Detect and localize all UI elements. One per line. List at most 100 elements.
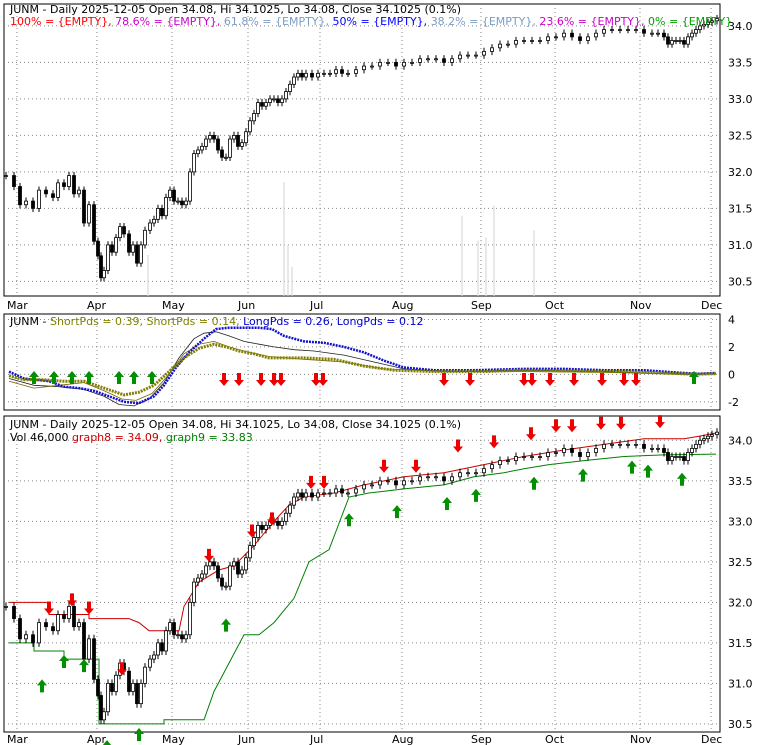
bands-candle-body — [248, 545, 252, 559]
price-x-tick-label: Nov — [630, 299, 652, 312]
bands-candle-body — [127, 670, 131, 692]
bands-candle-body — [562, 448, 566, 453]
oscillator-panel — [3, 313, 721, 411]
price-x-tick-label: Apr — [87, 299, 107, 312]
osc-y-tick-label: 2 — [728, 341, 735, 354]
bands-x-tick-label: Apr — [87, 733, 107, 745]
bands-candle-body — [196, 577, 200, 583]
price-candle-body — [418, 58, 422, 63]
bands-candle-body — [92, 638, 96, 680]
bands-candle-body — [522, 456, 526, 458]
price-candle-body — [160, 207, 164, 217]
osc-y-tick-label: 0 — [728, 368, 735, 381]
bands-candle-body — [656, 448, 660, 450]
bands-candle-body — [354, 488, 358, 494]
bands-candle-body — [152, 654, 156, 660]
bands-y-tick-label: 32.5 — [728, 556, 753, 569]
bands-candle-body — [694, 443, 698, 449]
bands-candle-body — [666, 452, 670, 461]
price-candle-body — [546, 36, 550, 41]
bands-candle-body — [216, 565, 220, 579]
price-y-tick-label: 32.5 — [728, 129, 753, 142]
bands-candle-body — [322, 492, 326, 495]
bands-candle-body — [131, 682, 135, 692]
price-x-tick-label: Jun — [237, 299, 255, 312]
osc-up-arrow — [84, 371, 94, 384]
bands-x-tick-label: Mar — [7, 733, 28, 745]
bands-candle-body — [362, 484, 366, 490]
bands-candle-body — [626, 443, 630, 446]
bands-candle-body — [176, 634, 180, 637]
bands-candle-body — [160, 642, 164, 652]
bands-candle-body — [82, 622, 86, 660]
bands-candle-body — [264, 524, 268, 530]
osc-y-tick-label: 4 — [728, 313, 735, 326]
price-x-tick-label: Mar — [7, 299, 28, 312]
bands-up-arrow — [471, 488, 481, 502]
bands-candle-body — [184, 634, 188, 640]
bands-candle-body — [690, 448, 694, 453]
bands-candle-body — [402, 480, 406, 486]
bands-down-arrow — [319, 475, 329, 489]
price-x-tick-label: Sep — [471, 299, 492, 312]
bands-candle-body — [288, 504, 292, 514]
price-candle-body — [514, 40, 518, 45]
price-candle-body — [310, 72, 314, 78]
price-candle-body — [394, 62, 398, 67]
price-candle-body — [236, 134, 240, 147]
price-candle-body — [220, 149, 224, 158]
bands-legend: Vol 46,000 graph8 = 34.09, graph9 = 33.8… — [10, 431, 253, 444]
bands-candle-body — [482, 468, 486, 474]
bands-candle-body — [450, 476, 454, 482]
bands-down-arrow — [84, 601, 94, 615]
price-candle-body — [706, 21, 710, 25]
price-candle-body — [296, 72, 300, 78]
bands-candle-body — [474, 472, 478, 475]
bands-candle-body — [276, 520, 280, 526]
bands-y-tick-label: 33.5 — [728, 475, 753, 488]
price-candle-body — [196, 149, 200, 155]
price-candle-body — [272, 98, 276, 101]
bands-candle-body — [386, 480, 390, 483]
bands-x-tick-label: Oct — [545, 733, 565, 745]
legend-entry: 0% = {EMPTY} — [648, 15, 732, 28]
price-candle-body — [72, 175, 76, 195]
price-candle-body — [256, 102, 260, 114]
bands-panel — [3, 415, 721, 733]
price-candle-body — [92, 204, 96, 242]
price-candle-body — [316, 72, 320, 78]
bands-candle-body — [346, 492, 350, 495]
price-candle-body — [370, 65, 374, 68]
bands-candle-body — [378, 480, 382, 486]
price-x-tick-label: Dec — [701, 299, 722, 312]
bands-up-arrow — [627, 460, 637, 474]
bands-candle-body — [200, 573, 204, 579]
price-candle-body — [634, 29, 638, 31]
bands-candle-body — [51, 626, 55, 632]
bands-y-tick-label: 30.5 — [728, 718, 753, 731]
price-candle-body — [18, 186, 22, 206]
price-candle-body — [522, 40, 526, 42]
price-candle-body — [304, 72, 308, 78]
price-candle-body — [148, 222, 152, 231]
bands-candle-body — [156, 642, 160, 656]
price-y-tick-label: 33.5 — [728, 56, 753, 69]
bands-candle-body — [188, 601, 192, 636]
bands-candle-body — [143, 666, 147, 684]
bands-candle-body — [148, 658, 152, 668]
bands-y-tick-label: 31.0 — [728, 677, 753, 690]
legend-entry: 23.6% = {EMPTY}, — [539, 15, 648, 28]
price-candle-body — [244, 131, 248, 144]
bands-candle-body — [506, 460, 510, 462]
price-candle-body — [212, 134, 216, 140]
bands-candle-body — [650, 448, 654, 450]
price-candle-body — [24, 200, 28, 206]
bands-candle-body — [4, 606, 8, 608]
osc-down-arrow — [276, 373, 286, 386]
price-candle-body — [4, 175, 8, 177]
osc-down-arrow — [545, 373, 555, 386]
price-panel — [3, 3, 721, 297]
osc-down-arrow — [597, 373, 607, 386]
price-candle-body — [51, 193, 55, 198]
price-candle-body — [37, 189, 41, 209]
